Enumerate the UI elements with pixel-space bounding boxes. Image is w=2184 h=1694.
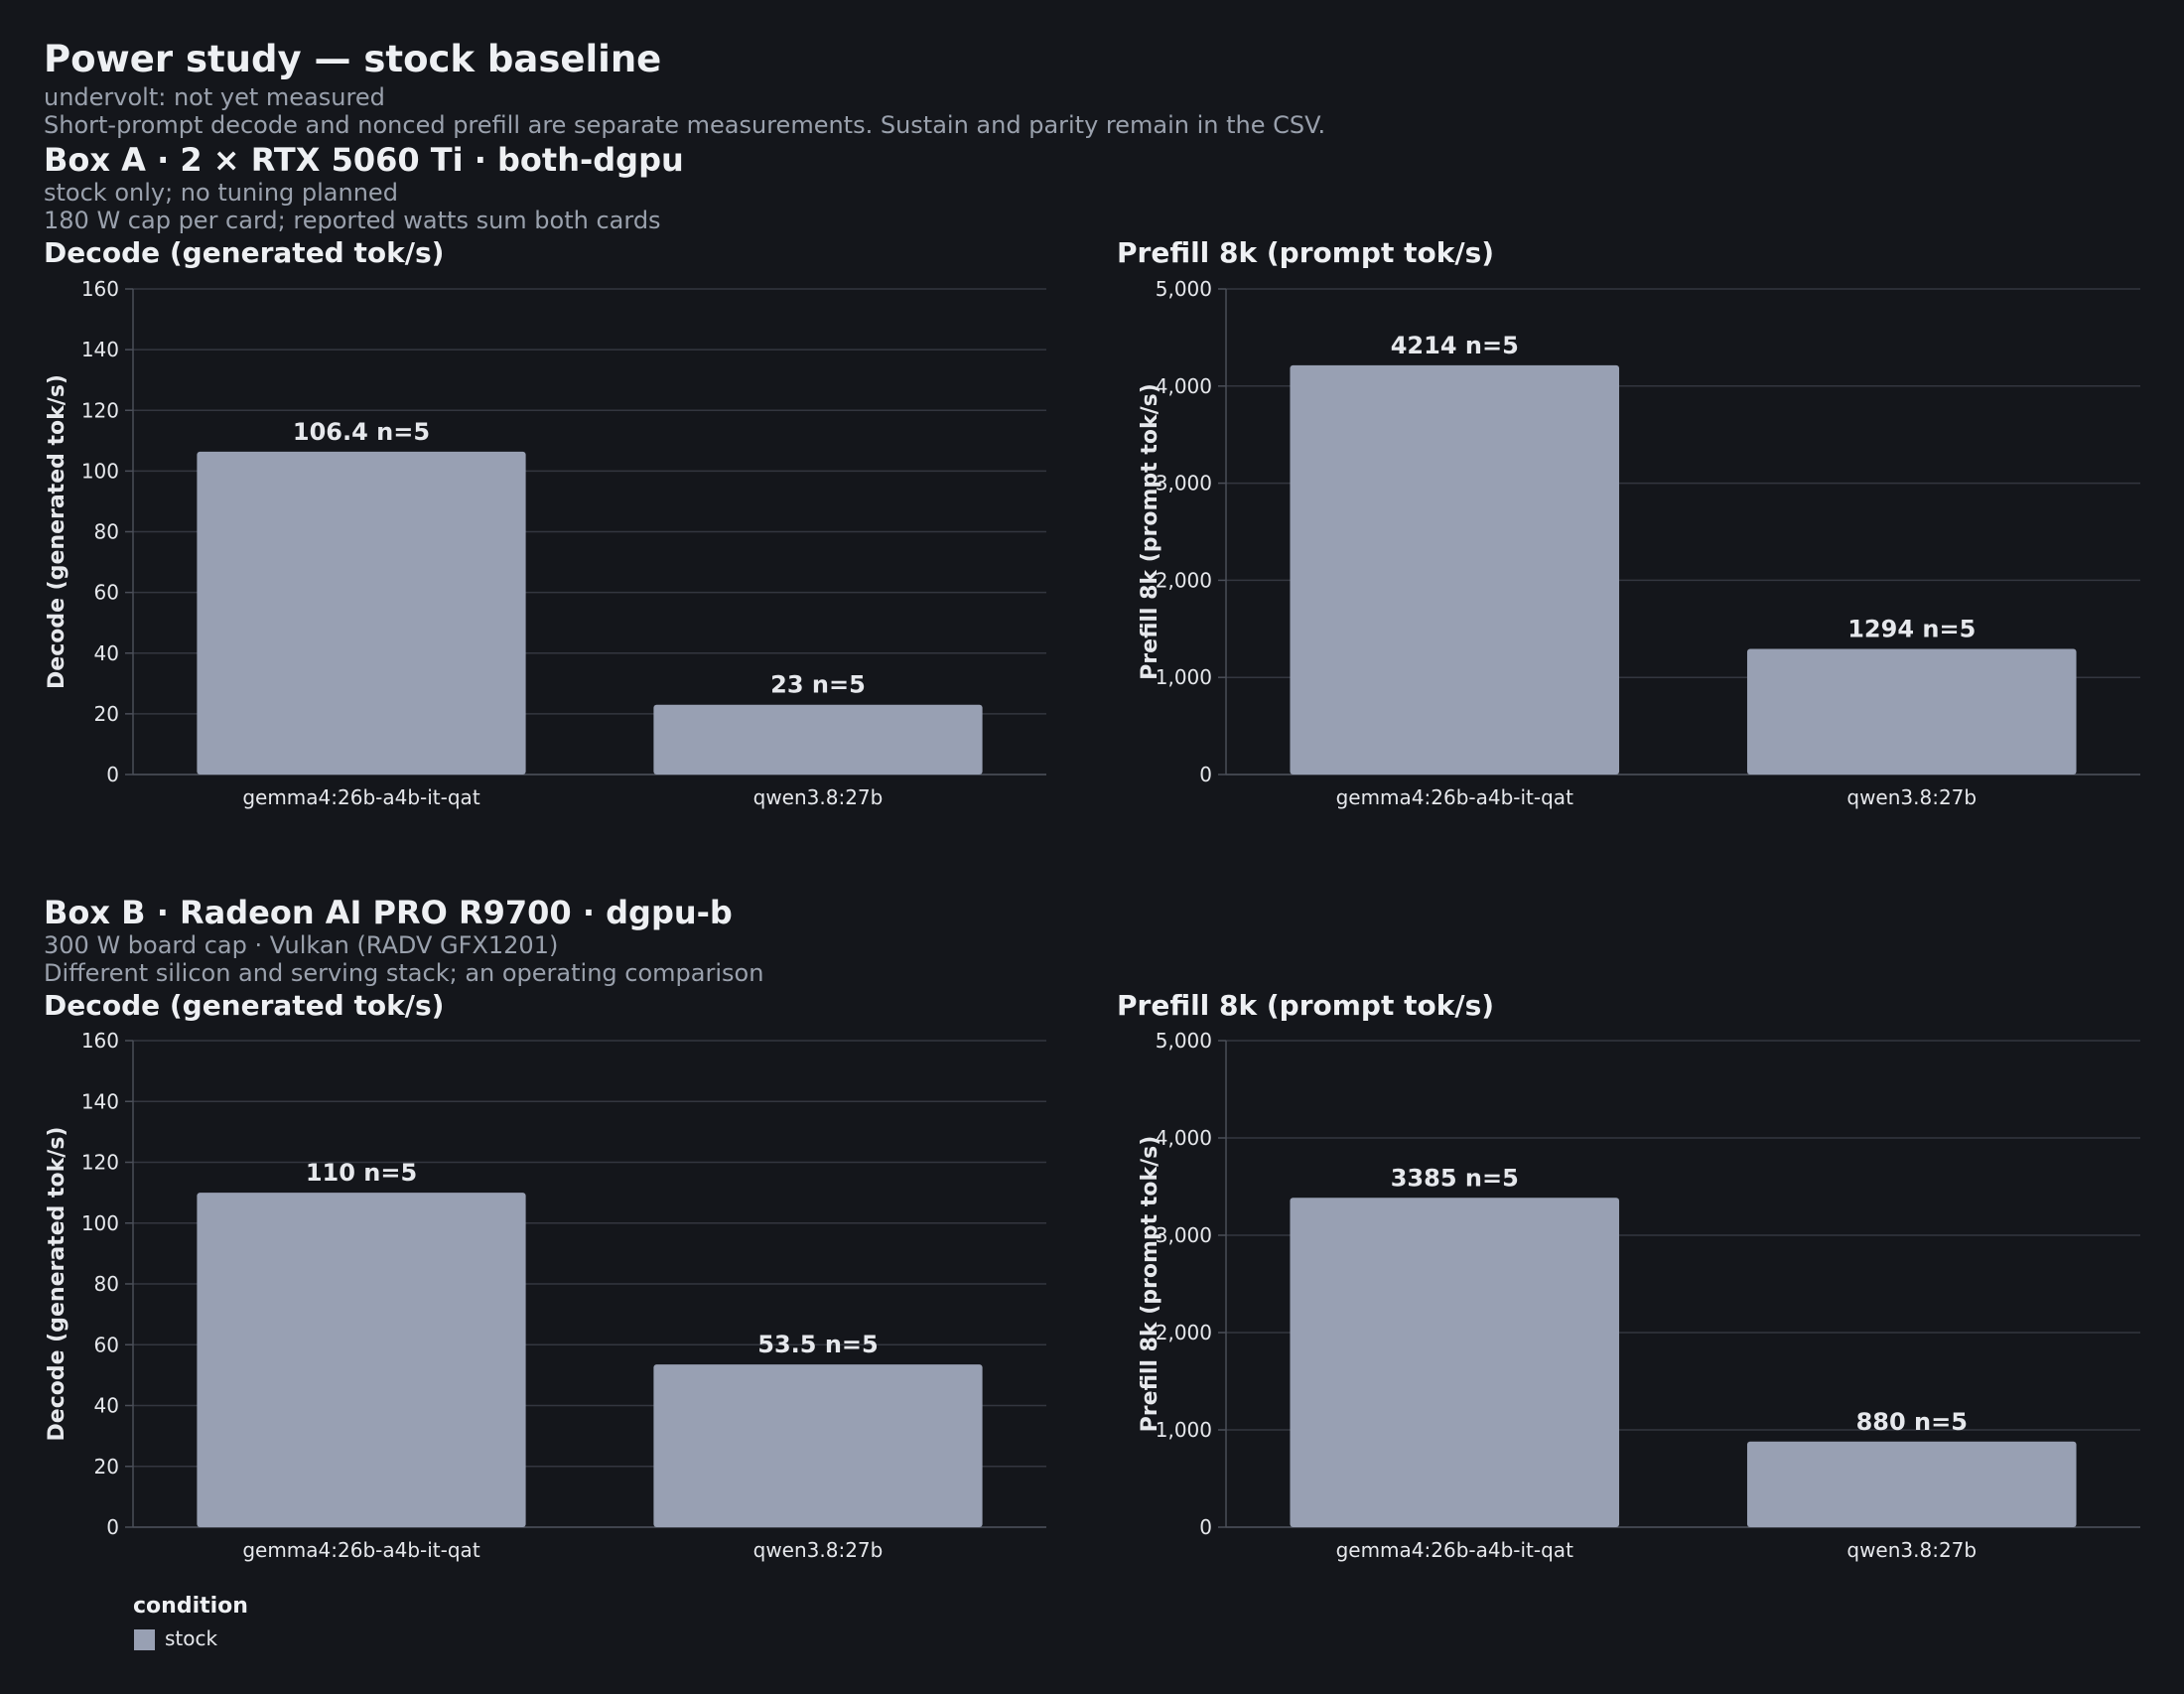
box-a-decode-x-tick-label: gemma4:26b-a4b-it-qat [242,785,480,809]
box-b-prefill-x-tick-label: qwen3.8:27b [1846,1538,1977,1562]
box-a-decode-bar [653,704,983,775]
box-b-prefill-y-tick-label: 5,000 [1156,1029,1212,1053]
box-b-decode-y-tick-label: 80 [94,1272,119,1296]
box-a-decode-title: Decode (generated tok/s) [44,236,445,269]
box-b-prefill-data-label: 880 n=5 [1856,1408,1968,1436]
page-subtitle-measurements: Short-prompt decode and nonced prefill a… [44,111,1326,139]
box-b-decode-data-label: 110 n=5 [306,1159,417,1187]
box-a-prefill-title: Prefill 8k (prompt tok/s) [1117,236,1495,269]
box-b-prefill-bar [1746,1441,2077,1527]
box-b-prefill-y-tick-label: 4,000 [1156,1126,1212,1150]
box-a-decode-bar [197,451,526,775]
box-a-note-cap: 180 W cap per card; reported watts sum b… [44,207,661,234]
box-a-prefill-data-label: 4214 n=5 [1391,332,1519,359]
box-a-decode-y-tick-label: 160 [81,277,119,301]
box-b-note-comparison: Different silicon and serving stack; an … [44,959,764,987]
box-b-decode-title: Decode (generated tok/s) [44,989,445,1022]
box-a-decode-y-tick-label: 120 [81,398,119,422]
box-b-decode-y-tick-label: 20 [94,1455,119,1479]
box-a-prefill-x-tick-label: gemma4:26b-a4b-it-qat [1336,785,1574,809]
box-a-decode-y-tick-label: 20 [94,702,119,726]
box-b-decode-y-tick-label: 120 [81,1151,119,1175]
box-a-decode-x-tick-label: qwen3.8:27b [753,785,884,809]
box-b-prefill-y-tick-label: 1,000 [1156,1418,1212,1442]
box-b-decode-y-tick-label: 140 [81,1089,119,1113]
page-subtitle-undervolt: undervolt: not yet measured [44,83,385,111]
page-title: Power study — stock baseline [44,38,662,80]
box-a-prefill-y-tick-label: 4,000 [1156,374,1212,398]
box-a-decode-y-tick-label: 0 [106,763,119,786]
box-a-decode-y-tick-label: 140 [81,338,119,361]
box-a-title: Box A · 2 × RTX 5060 Ti · both-dgpu [44,141,684,179]
box-b-title: Box B · Radeon AI PRO R9700 · dgpu-b [44,894,733,931]
box-b-decode-y-tick-label: 160 [81,1029,119,1053]
box-b-prefill-title: Prefill 8k (prompt tok/s) [1117,989,1495,1022]
box-b-prefill-x-tick-label: gemma4:26b-a4b-it-qat [1336,1538,1574,1562]
box-b-prefill-y-axis-label: Prefill 8k (prompt tok/s) [1138,1136,1162,1433]
box-a-decode-data-label: 106.4 n=5 [293,418,430,446]
box-b-decode-y-axis-label: Decode (generated tok/s) [45,1127,69,1442]
box-b-prefill-y-tick-label: 3,000 [1156,1223,1212,1247]
box-b-decode-y-tick-label: 0 [106,1515,119,1539]
legend-title: condition [133,1594,248,1619]
box-a-note-tuning: stock only; no tuning planned [44,179,398,207]
box-a-prefill-y-tick-label: 2,000 [1156,568,1212,592]
box-a-decode-y-axis-label: Decode (generated tok/s) [45,374,69,689]
box-b-decode-y-tick-label: 60 [94,1333,119,1356]
box-a-decode-y-tick-label: 80 [94,520,119,544]
box-b-decode-y-tick-label: 100 [81,1211,119,1235]
box-a-decode-y-tick-label: 60 [94,581,119,605]
box-b-decode-bar [197,1193,526,1527]
box-b-decode-bar [653,1364,983,1527]
box-a-prefill-y-tick-label: 1,000 [1156,665,1212,689]
box-b-decode-y-tick-label: 40 [94,1394,119,1418]
box-b-decode-x-tick-label: qwen3.8:27b [753,1538,884,1562]
box-a-prefill-y-axis-label: Prefill 8k (prompt tok/s) [1138,383,1162,680]
box-b-decode-data-label: 53.5 n=5 [757,1331,878,1358]
box-a-prefill-bar [1746,648,2077,775]
legend-label-stock: stock [165,1626,218,1650]
box-a-decode-y-tick-label: 40 [94,641,119,665]
box-a-prefill-y-tick-label: 5,000 [1156,277,1212,301]
box-b-prefill-data-label: 3385 n=5 [1391,1164,1519,1192]
box-a-prefill-y-tick-label: 0 [1199,763,1212,786]
box-a-prefill-data-label: 1294 n=5 [1847,615,1976,642]
box-a-decode-data-label: 23 n=5 [770,671,866,699]
box-b-decode-x-tick-label: gemma4:26b-a4b-it-qat [242,1538,480,1562]
box-a-prefill-x-tick-label: qwen3.8:27b [1846,785,1977,809]
legend-swatch [134,1629,155,1650]
box-b-prefill-bar [1290,1198,1620,1527]
box-a-prefill-y-tick-label: 3,000 [1156,472,1212,495]
box-b-prefill-y-tick-label: 2,000 [1156,1321,1212,1344]
box-a-prefill-bar [1290,364,1620,775]
box-b-note-cap: 300 W board cap · Vulkan (RADV GFX1201) [44,931,559,959]
box-a-decode-y-tick-label: 100 [81,459,119,483]
box-b-prefill-y-tick-label: 0 [1199,1515,1212,1539]
